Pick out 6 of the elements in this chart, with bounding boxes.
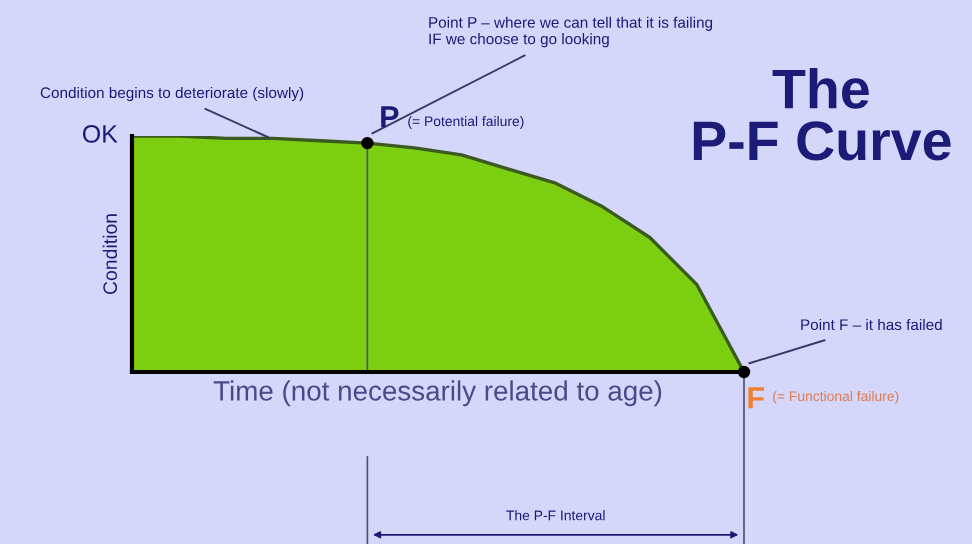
chart-title: The P-F Curve [693, 67, 951, 161]
annotation: P [381, 106, 399, 128]
x-axis-title: Time (not necessarily related to age) [213, 380, 662, 407]
y-axis-title: Condition [102, 214, 118, 295]
text: OK [82, 125, 118, 143]
annotation: F [748, 387, 764, 409]
